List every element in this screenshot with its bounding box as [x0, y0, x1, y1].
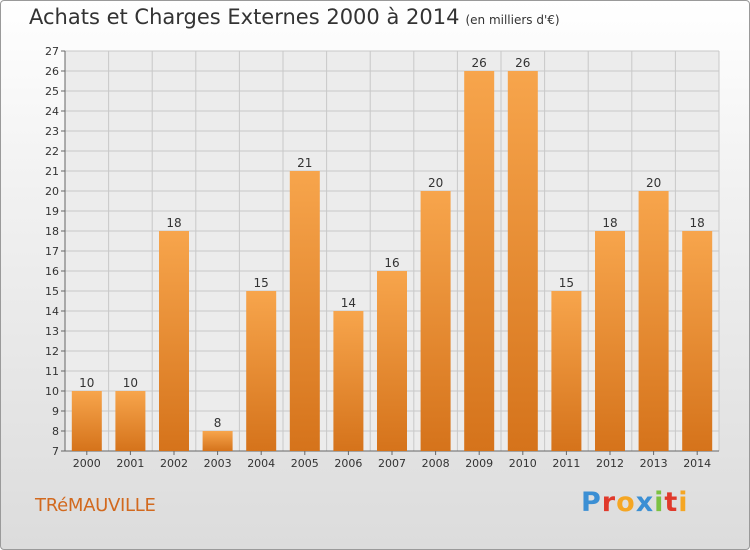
y-tick-label: 11 [45, 365, 59, 378]
x-tick-label: 2012 [596, 457, 624, 470]
data-label: 15 [559, 276, 574, 290]
data-label: 10 [123, 376, 138, 390]
x-tick-label: 2006 [334, 457, 362, 470]
data-label: 16 [384, 256, 399, 270]
logo-letter: x [635, 487, 655, 518]
x-tick-label: 2013 [640, 457, 668, 470]
chart-title-text: Achats et Charges Externes 2000 à 2014 [29, 5, 460, 29]
data-label: 26 [515, 56, 530, 70]
x-tick-label: 2009 [465, 457, 493, 470]
data-label: 8 [214, 416, 222, 430]
bar [551, 291, 582, 451]
bar [289, 171, 320, 451]
bar [115, 391, 146, 451]
x-tick-label: 2000 [73, 457, 101, 470]
bar [464, 71, 495, 451]
bar [638, 191, 669, 451]
logo-letter: t [664, 487, 679, 518]
y-tick-label: 23 [45, 125, 59, 138]
data-label: 20 [428, 176, 443, 190]
y-tick-label: 20 [45, 185, 59, 198]
data-label: 21 [297, 156, 312, 170]
y-tick-label: 22 [45, 145, 59, 158]
bar [377, 271, 407, 451]
bar [507, 71, 538, 451]
unit-label: (en milliers d'€) [465, 13, 560, 27]
bar [202, 431, 233, 451]
y-tick-label: 8 [52, 425, 59, 438]
x-tick-label: 2004 [247, 457, 275, 470]
y-tick-label: 21 [45, 165, 59, 178]
chart-title: Achats et Charges Externes 2000 à 2014 (e… [29, 5, 560, 29]
bar [333, 311, 364, 451]
y-tick-label: 19 [45, 205, 59, 218]
bars [71, 71, 713, 451]
y-tick-label: 12 [45, 345, 59, 358]
y-tick-label: 24 [45, 105, 59, 118]
y-tick-label: 14 [45, 305, 59, 318]
y-tick-label: 26 [45, 65, 59, 78]
x-tick-label: 2001 [116, 457, 144, 470]
y-tick-label: 15 [45, 285, 59, 298]
x-tick-label: 2007 [378, 457, 406, 470]
data-label: 18 [602, 216, 617, 230]
data-label: 15 [254, 276, 269, 290]
bar [159, 231, 189, 451]
y-tick-label: 17 [45, 245, 59, 258]
bar-chart: 7 8 9 10 11 12 13 14 15 16 17 18 19 20 21 22 23 24 25 26 27 2… [45, 45, 720, 470]
data-label: 14 [341, 296, 356, 310]
data-labels: 10 10 18 8 15 21 14 16 20 26 26 15 18 20 18 [79, 56, 705, 430]
y-tick-label: 18 [45, 225, 59, 238]
x-tick-label: 2002 [160, 457, 188, 470]
logo-letter: r [601, 487, 617, 518]
y-tick-label: 13 [45, 325, 59, 338]
y-tick-label: 7 [52, 445, 59, 458]
bar [595, 231, 625, 451]
x-tick-label: 2014 [683, 457, 711, 470]
data-label: 20 [646, 176, 661, 190]
y-tick-label: 25 [45, 85, 59, 98]
y-tick-label: 27 [45, 45, 59, 58]
y-tick-label: 16 [45, 265, 59, 278]
data-label: 26 [472, 56, 487, 70]
bar [420, 191, 451, 451]
bar [71, 391, 102, 451]
data-label: 18 [166, 216, 181, 230]
x-tick-label: 2010 [509, 457, 537, 470]
logo-letter: o [616, 487, 636, 518]
x-tick-label: 2011 [552, 457, 580, 470]
y-tick-label: 10 [45, 385, 59, 398]
data-label: 18 [690, 216, 705, 230]
logo-letter: i [654, 487, 665, 518]
commune-name: TRéMAUVILLE [35, 495, 156, 516]
x-tick-label: 2003 [204, 457, 232, 470]
y-tick-label: 9 [52, 405, 59, 418]
x-tick-label: 2008 [422, 457, 450, 470]
x-tick-label: 2005 [291, 457, 319, 470]
data-label: 10 [79, 376, 94, 390]
proxiti-logo: Proxiti [581, 487, 689, 518]
logo-letter: P [581, 487, 602, 518]
bar [682, 231, 713, 451]
logo-letter: i [678, 487, 689, 518]
bar [246, 291, 277, 451]
